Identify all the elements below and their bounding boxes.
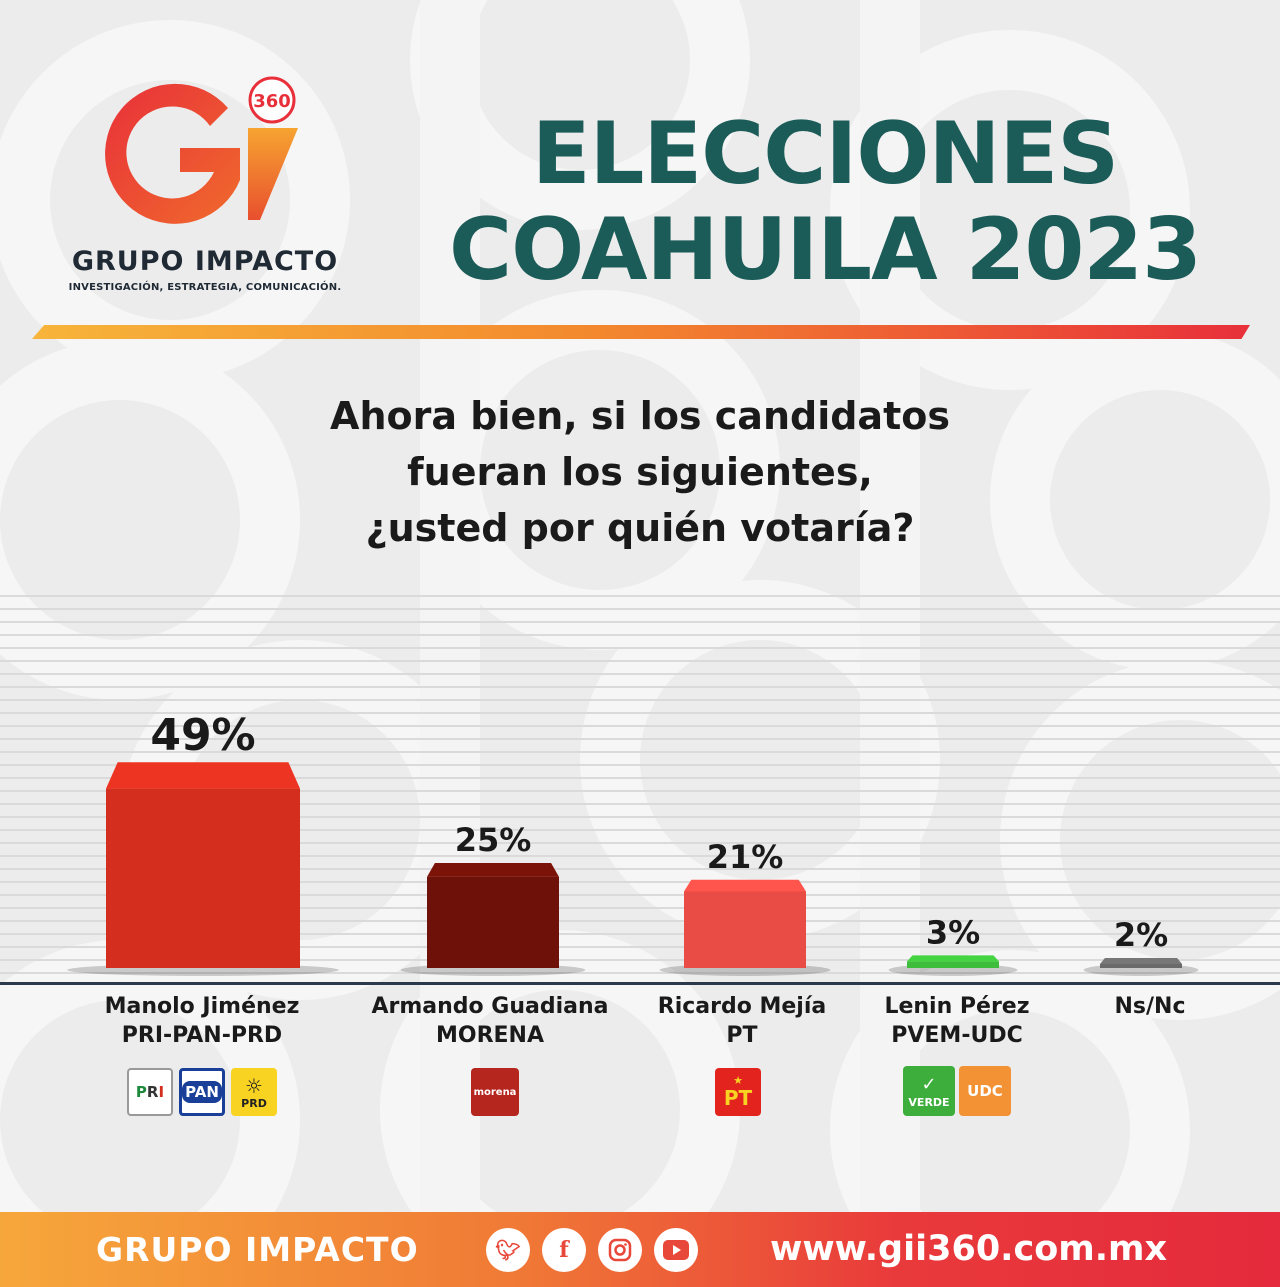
bar-top: [907, 955, 999, 962]
bar-value-label-2: 25%: [455, 821, 532, 859]
bar-value-label-3: 21%: [707, 838, 784, 876]
social-links: 🐦︎ f: [486, 1228, 698, 1272]
title-line-2: COAHUILA 2023: [449, 200, 1202, 300]
footer-brand: GRUPO IMPACTO: [96, 1230, 419, 1269]
bar-value-label-4: 3%: [926, 913, 980, 951]
bar-2: [400, 863, 586, 976]
bar-body: [907, 961, 999, 968]
bar-body: [684, 891, 806, 968]
gi-logo-mark: 360: [105, 76, 298, 224]
x-axis-line: [0, 982, 1280, 985]
survey-question: Ahora bien, si los candidatos fueran los…: [180, 388, 1100, 556]
facebook-icon[interactable]: f: [542, 1228, 586, 1272]
bar-body: [427, 876, 559, 968]
brand-logo: 360 GRUPO IMPACTO INVESTIGACIÓN, ESTRATE…: [60, 70, 360, 300]
bar-top: [106, 762, 300, 789]
bar-top: [684, 879, 806, 892]
bar-1: [67, 762, 339, 976]
bar-chart: 49% 25% 21% 3% 2%: [0, 590, 1280, 1010]
bar-4: [888, 955, 1018, 976]
bar-body: [106, 788, 300, 968]
twitter-icon[interactable]: 🐦︎: [486, 1228, 530, 1272]
question-line-1: Ahora bien, si los candidatos: [330, 394, 950, 438]
bar-chart-svg: 49% 25% 21% 3% 2%: [67, 710, 1199, 976]
question-line-2: fueran los siguientes,: [407, 450, 873, 494]
youtube-icon[interactable]: [654, 1228, 698, 1272]
footer-bar: GRUPO IMPACTO 🐦︎ f www.gii360.com.mx: [0, 1212, 1280, 1287]
header-divider: [32, 325, 1250, 339]
bar-top: [427, 863, 559, 877]
brand-name: GRUPO IMPACTO: [71, 246, 339, 277]
instagram-icon[interactable]: [598, 1228, 642, 1272]
bar-5: [1083, 958, 1199, 976]
bar-value-label-5: 2%: [1114, 916, 1168, 954]
page-title: ELECCIONES COAHUILA 2023: [410, 106, 1240, 298]
bar-top: [1100, 958, 1182, 964]
footer-url[interactable]: www.gii360.com.mx: [770, 1229, 1168, 1269]
title-line-1: ELECCIONES: [531, 104, 1119, 204]
bar-value-label-1: 49%: [150, 710, 255, 761]
brand-tagline: INVESTIGACIÓN, ESTRATEGIA, COMUNICACIÓN.: [68, 282, 342, 293]
bar-body: [1100, 964, 1182, 968]
logo-badge: 360: [253, 91, 291, 112]
question-line-3: ¿usted por quién votaría?: [365, 506, 915, 550]
bar-3: [659, 879, 831, 976]
